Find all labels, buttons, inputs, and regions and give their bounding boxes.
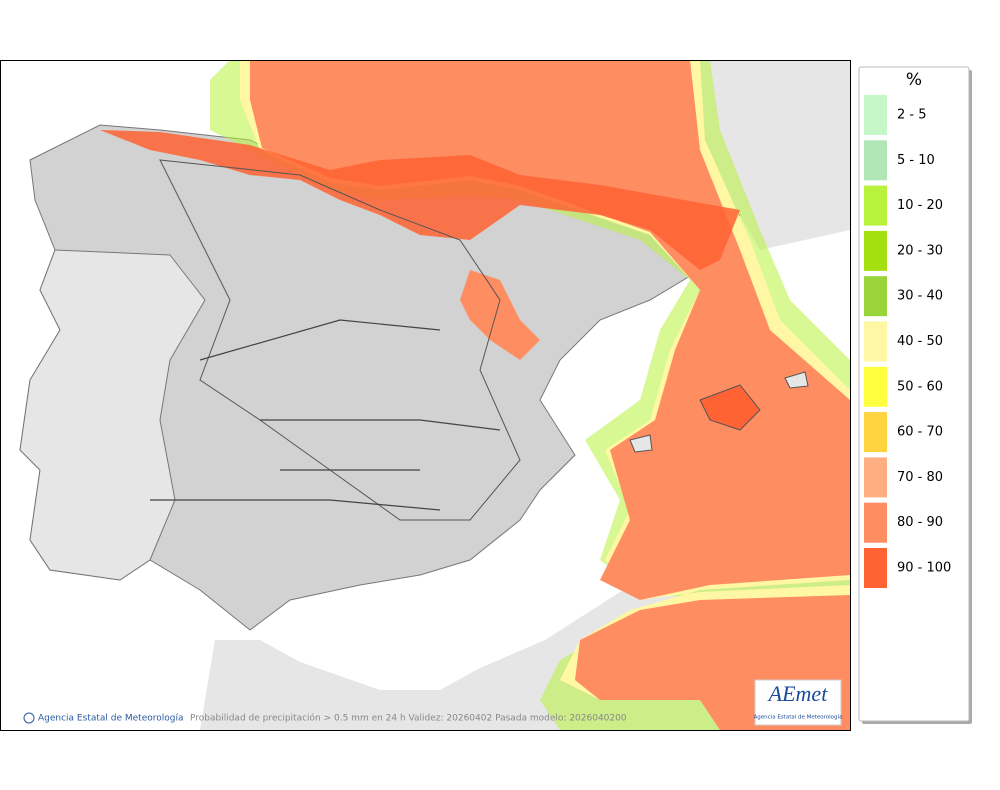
copyright-icon xyxy=(23,712,35,724)
legend-items: 2 - 5 5 - 10 10 - 20 20 - 30 30 - 40 40 - 50 5… xyxy=(864,95,951,588)
legend-swatch xyxy=(864,321,887,362)
portugal xyxy=(19,249,206,581)
legend-label: 60 - 70 xyxy=(897,425,943,440)
region-borders xyxy=(159,159,521,521)
footer-left: Agencia Estatal de Meteorología xyxy=(38,714,184,724)
legend-swatch xyxy=(864,502,887,543)
ibiza xyxy=(629,434,653,453)
legend-swatch xyxy=(864,185,887,226)
legend-title: % xyxy=(906,70,922,90)
legend-label: 20 - 30 xyxy=(897,243,943,258)
legend-label: 70 - 80 xyxy=(897,470,943,485)
legend-swatch xyxy=(864,95,887,135)
menorca xyxy=(784,371,809,389)
legend-label: 50 - 60 xyxy=(897,379,943,394)
region-borders xyxy=(150,319,501,511)
logo-box xyxy=(754,679,842,726)
footer-caption: Probabilidad de precipitación > 0.5 mm e… xyxy=(190,713,627,724)
legend-swatch xyxy=(864,412,887,453)
legend-swatch xyxy=(864,548,887,588)
legend-label: 30 - 40 xyxy=(897,289,943,304)
zone-90-100 xyxy=(100,130,740,270)
legend-label: 2 - 5 xyxy=(897,108,927,123)
legend-swatch xyxy=(864,140,887,181)
legend-label: 90 - 100 xyxy=(897,561,951,576)
legend-swatch xyxy=(864,230,887,271)
legend-swatch xyxy=(864,457,887,498)
logo: AEmet xyxy=(767,681,829,706)
map xyxy=(1,60,850,730)
legend-label: 10 - 20 xyxy=(897,198,943,213)
mallorca xyxy=(699,384,761,431)
legend-label: 80 - 90 xyxy=(897,515,943,530)
legend-label: 5 - 10 xyxy=(897,153,935,168)
legend-swatch xyxy=(864,366,887,407)
logo-subtitle: Agencia Estatal de Meteorología xyxy=(754,714,843,721)
zone-80-90 xyxy=(250,60,850,600)
zone-inland xyxy=(460,270,540,360)
legend-swatch xyxy=(864,276,887,317)
map-frame xyxy=(0,60,851,731)
legend-label: 40 - 50 xyxy=(897,334,943,349)
